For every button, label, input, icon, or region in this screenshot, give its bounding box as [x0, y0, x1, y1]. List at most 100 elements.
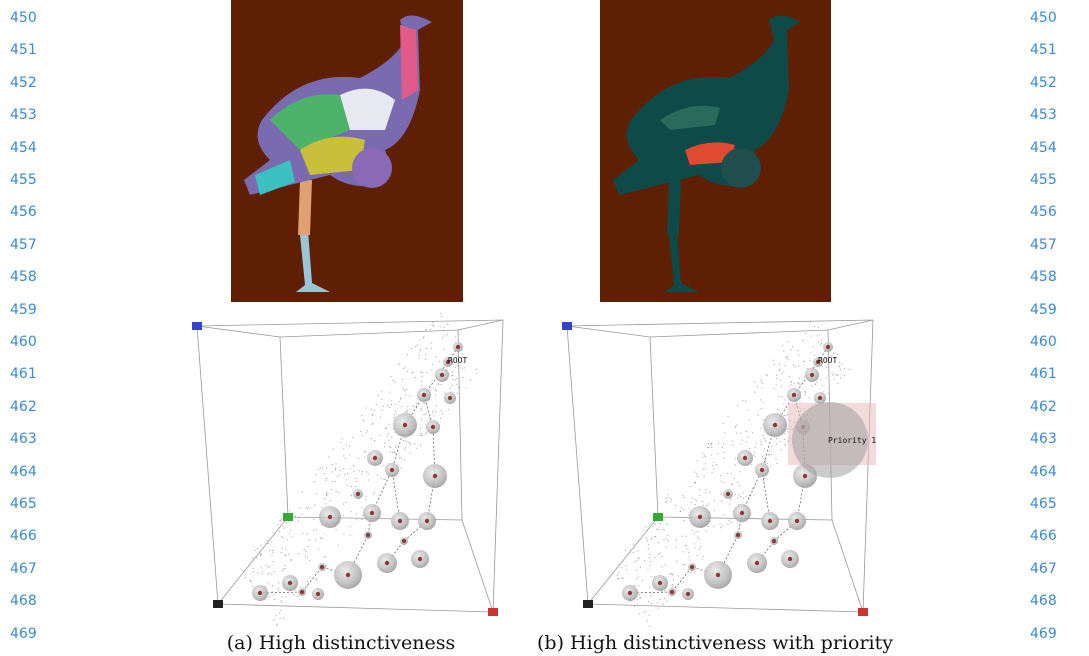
point [780, 441, 781, 442]
point [350, 535, 351, 536]
point [752, 432, 753, 433]
point [391, 437, 392, 438]
point [689, 508, 690, 509]
point [318, 469, 319, 470]
point [764, 438, 765, 439]
point [620, 567, 621, 568]
point [403, 388, 404, 389]
point [356, 519, 357, 520]
point [435, 411, 436, 412]
point [761, 387, 762, 388]
point [355, 478, 356, 479]
point [799, 384, 800, 385]
point [366, 471, 367, 472]
point [821, 340, 822, 341]
point [708, 443, 709, 444]
point [678, 575, 679, 576]
line-number: 469 [10, 626, 37, 642]
point [770, 465, 771, 466]
point [280, 618, 281, 619]
point [708, 526, 709, 527]
line-number: 463 [10, 431, 37, 447]
point [808, 397, 809, 398]
point [837, 383, 838, 384]
cube-edge [832, 520, 863, 612]
point [307, 581, 308, 582]
point [777, 409, 778, 410]
point [306, 516, 307, 517]
point [430, 328, 431, 329]
point [446, 323, 447, 324]
point [698, 531, 699, 532]
point [335, 463, 336, 464]
point [406, 437, 407, 438]
point [335, 468, 336, 469]
point [659, 553, 660, 554]
point [300, 586, 301, 587]
point [274, 599, 275, 600]
point [435, 389, 436, 390]
point [617, 575, 618, 576]
point [324, 498, 325, 499]
line-number: 467 [1030, 561, 1057, 577]
point [755, 442, 756, 443]
point [634, 606, 635, 607]
point [626, 569, 627, 570]
point [849, 369, 850, 370]
point [405, 366, 406, 367]
point [402, 379, 403, 380]
point [420, 348, 421, 349]
point [660, 523, 661, 524]
point [419, 339, 420, 340]
point [314, 504, 315, 505]
point [368, 479, 369, 480]
point [407, 406, 408, 407]
point [705, 463, 706, 464]
point [343, 533, 344, 534]
point [798, 366, 799, 367]
point [689, 560, 690, 561]
point [347, 473, 348, 474]
cluster-center [398, 519, 402, 523]
point [329, 500, 330, 501]
point [441, 410, 442, 411]
point [737, 405, 738, 406]
point [324, 556, 325, 557]
point [731, 441, 732, 442]
point [399, 363, 400, 364]
point [761, 381, 762, 382]
line-number: 460 [1030, 334, 1057, 350]
point [761, 408, 762, 409]
point [282, 596, 283, 597]
point [395, 452, 396, 453]
point [361, 507, 362, 508]
point [421, 381, 422, 382]
point [281, 552, 282, 553]
point [640, 567, 641, 568]
cube-edge [280, 337, 288, 517]
point [649, 554, 650, 555]
point [723, 482, 724, 483]
point [684, 564, 685, 565]
point [736, 433, 737, 434]
point [621, 577, 622, 578]
point [389, 446, 390, 447]
point [426, 348, 427, 349]
point [366, 430, 367, 431]
point [457, 393, 458, 394]
cluster-center [810, 373, 814, 377]
point [666, 547, 667, 548]
point [720, 527, 721, 528]
point [625, 550, 626, 551]
point [426, 432, 427, 433]
point [831, 372, 832, 373]
point [784, 399, 785, 400]
cube-edge [863, 320, 873, 612]
point [714, 500, 715, 501]
point [748, 436, 749, 437]
cluster-center [370, 511, 374, 515]
point [705, 489, 706, 490]
point [374, 492, 375, 493]
point [723, 443, 724, 444]
point [833, 353, 834, 354]
